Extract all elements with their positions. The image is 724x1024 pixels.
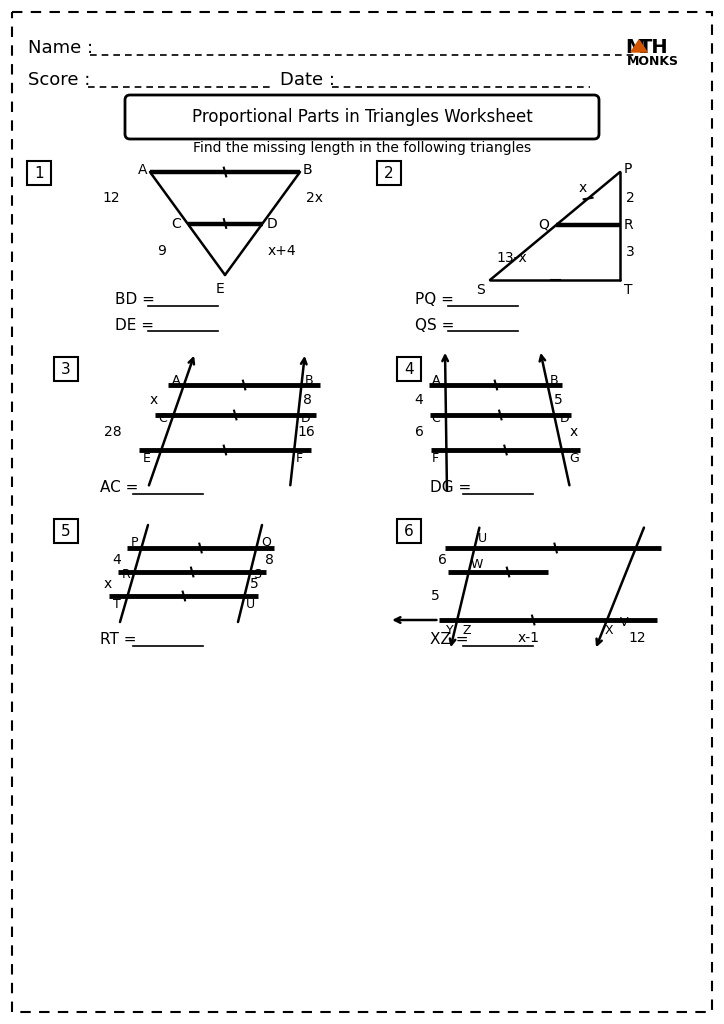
- Text: x: x: [150, 393, 158, 407]
- Text: 5: 5: [555, 393, 563, 407]
- Text: DG =: DG =: [430, 480, 476, 496]
- Text: 28: 28: [104, 426, 122, 439]
- Text: A: A: [138, 163, 148, 177]
- Text: 1: 1: [34, 166, 44, 180]
- Text: Q: Q: [261, 536, 271, 549]
- Text: E: E: [216, 282, 224, 296]
- Text: R: R: [624, 218, 634, 232]
- Text: 2: 2: [626, 191, 635, 206]
- Text: P: P: [624, 162, 632, 176]
- Text: 4: 4: [415, 393, 424, 407]
- Text: 12: 12: [102, 190, 120, 205]
- Text: 3: 3: [61, 361, 71, 377]
- Polygon shape: [631, 40, 647, 52]
- Text: 3: 3: [626, 246, 635, 259]
- Text: 8: 8: [303, 393, 312, 407]
- Text: 5: 5: [62, 523, 71, 539]
- Text: x: x: [578, 181, 586, 196]
- Text: F: F: [296, 452, 303, 465]
- Text: 5: 5: [432, 589, 440, 603]
- Text: DE =: DE =: [115, 317, 159, 333]
- Text: Name :: Name :: [28, 39, 93, 57]
- Text: B: B: [550, 374, 558, 386]
- FancyBboxPatch shape: [377, 161, 401, 185]
- Text: BD =: BD =: [115, 293, 160, 307]
- Text: A: A: [172, 374, 180, 386]
- Text: x+4: x+4: [267, 245, 296, 258]
- Text: 9: 9: [156, 245, 166, 258]
- Text: 6: 6: [404, 523, 414, 539]
- Text: QS =: QS =: [415, 317, 459, 333]
- Text: 6: 6: [438, 553, 447, 567]
- Text: P: P: [131, 536, 139, 549]
- Text: Find the missing length in the following triangles: Find the missing length in the following…: [193, 141, 531, 155]
- Text: 2x: 2x: [306, 190, 323, 205]
- Text: F: F: [432, 452, 439, 465]
- Text: 12: 12: [628, 631, 646, 645]
- Text: Score :: Score :: [28, 71, 90, 89]
- Text: W: W: [471, 557, 484, 570]
- Text: V: V: [620, 616, 628, 630]
- Text: D: D: [560, 412, 569, 425]
- Text: U: U: [478, 531, 487, 545]
- Text: T: T: [624, 283, 633, 297]
- Text: G: G: [570, 452, 579, 465]
- Text: MONKS: MONKS: [627, 55, 679, 68]
- Text: T: T: [113, 597, 121, 610]
- Text: Q: Q: [538, 218, 549, 232]
- Text: D: D: [301, 412, 311, 425]
- Text: M: M: [625, 38, 644, 57]
- Text: Y: Y: [446, 624, 454, 637]
- FancyBboxPatch shape: [397, 519, 421, 543]
- Text: C: C: [172, 216, 181, 230]
- Text: C: C: [432, 412, 440, 425]
- Text: B: B: [303, 163, 313, 177]
- Text: B: B: [305, 374, 313, 386]
- Text: E: E: [143, 452, 151, 465]
- Text: 4: 4: [112, 553, 121, 567]
- FancyBboxPatch shape: [54, 519, 78, 543]
- FancyBboxPatch shape: [125, 95, 599, 139]
- FancyBboxPatch shape: [54, 357, 78, 381]
- Text: Date :: Date :: [280, 71, 335, 89]
- Text: 6: 6: [415, 426, 424, 439]
- Text: AC =: AC =: [100, 480, 143, 496]
- Text: PQ =: PQ =: [415, 293, 459, 307]
- Text: 5: 5: [250, 577, 258, 591]
- Text: Proportional Parts in Triangles Worksheet: Proportional Parts in Triangles Workshee…: [192, 108, 532, 126]
- Text: x-1: x-1: [517, 631, 539, 645]
- Text: A: A: [432, 374, 440, 386]
- Text: TH: TH: [639, 38, 669, 57]
- Text: 13-x: 13-x: [496, 251, 527, 264]
- FancyBboxPatch shape: [397, 357, 421, 381]
- Text: C: C: [159, 412, 167, 425]
- Text: 8: 8: [265, 553, 274, 567]
- FancyBboxPatch shape: [27, 161, 51, 185]
- Text: 2: 2: [384, 166, 394, 180]
- Text: x: x: [104, 577, 112, 591]
- Text: Z: Z: [463, 624, 471, 637]
- Text: D: D: [266, 216, 277, 230]
- Text: 16: 16: [298, 426, 316, 439]
- Text: R: R: [122, 568, 131, 582]
- Text: XZ =: XZ =: [430, 633, 473, 647]
- Text: U: U: [245, 597, 255, 610]
- Text: x: x: [570, 426, 578, 439]
- Text: RT =: RT =: [100, 633, 141, 647]
- Text: S: S: [253, 568, 261, 582]
- Text: S: S: [476, 283, 485, 297]
- Text: 4: 4: [404, 361, 414, 377]
- Text: X: X: [604, 624, 613, 637]
